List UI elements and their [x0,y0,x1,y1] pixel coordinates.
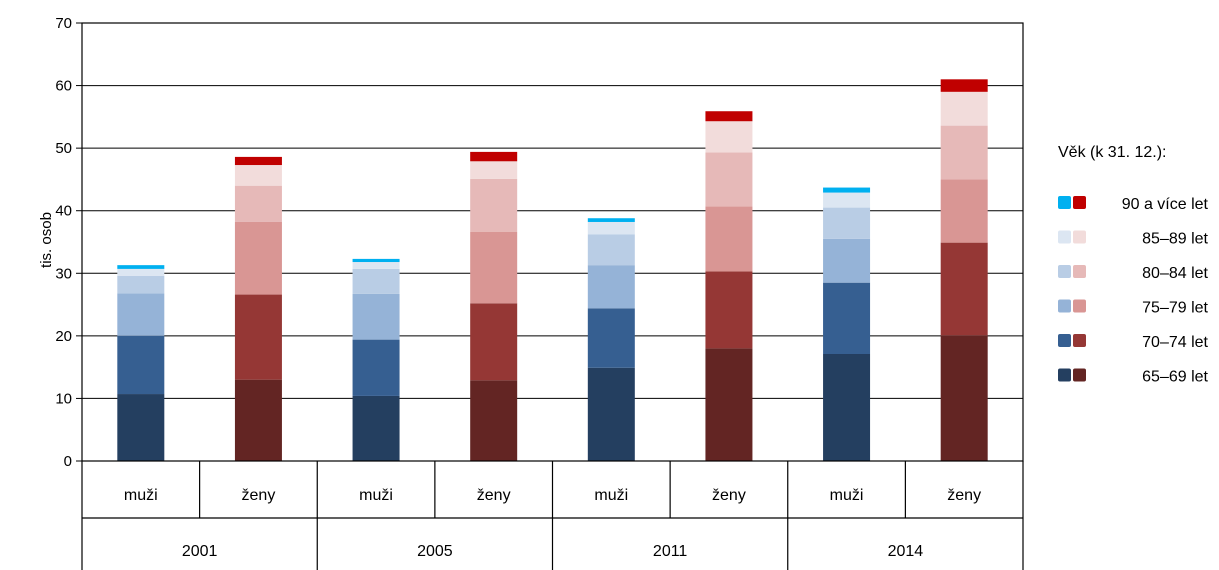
legend-swatch-muzi [1058,265,1071,278]
x-year-label: 2005 [417,543,453,560]
legend-swatch-zeny [1073,368,1086,382]
bar-segment-2005-muzi-5 [352,258,400,263]
legend-swatch-zeny [1073,299,1086,313]
bar-segment-2014-muzi-1 [823,282,871,355]
bar-segment-2014-muzi-2 [823,238,871,283]
bar-segment-2014-muzi-3 [823,207,871,239]
bar-segment-2011-muzi-4 [587,221,635,235]
bar-segment-2011-zeny-1 [705,271,753,349]
legend-swatch-muzi [1058,299,1071,313]
legend-label: 75–79 let [1142,300,1208,317]
bar-segment-2005-muzi-0 [352,395,400,461]
x-sex-label: muži [359,487,393,504]
x-sex-label: muži [124,487,158,504]
legend-swatch-zeny [1073,230,1086,244]
bar-segment-2005-zeny-5 [470,151,518,162]
legend-swatch-muzi [1058,368,1071,382]
y-tick-labels: 0 10 20 30 40 50 60 70 [55,15,72,470]
gridlines [82,22,1023,399]
x-year-label: 2011 [653,543,688,560]
bar-segment-2005-muzi-3 [352,268,400,294]
bar-segment-2014-zeny-1 [940,242,988,336]
legend: Věk (k 31. 12.): 90 a více let 85–89 let 8… [1058,144,1209,386]
bar-segment-2005-zeny-0 [470,380,518,461]
bar-segment-2014-muzi-4 [823,192,871,208]
x-sex-label: muži [830,487,864,504]
bar-segment-2011-muzi-1 [587,308,635,368]
bars [117,79,988,461]
y-tick-label: 70 [55,15,72,32]
bar-segment-2014-zeny-0 [940,335,988,461]
y-tick-label: 30 [55,265,72,282]
bar-segment-2001-muzi-4 [117,268,165,276]
axes [76,22,1024,570]
bar-segment-2011-zeny-4 [705,121,753,153]
legend-label: 90 a více let [1122,196,1209,213]
legend-swatch-muzi [1058,334,1071,347]
legend-label: 85–89 let [1142,231,1208,248]
bar-segment-2011-muzi-3 [587,234,635,266]
bar-segment-2005-zeny-3 [470,178,518,232]
x-category-labels: muži ženy 2001 muži ženy 2005 muži ženy 2011 muži… [124,487,981,560]
bar-segment-2005-muzi-1 [352,339,400,396]
bar-segment-2005-muzi-2 [352,293,400,340]
plot-frame [81,22,1024,462]
y-tick-label: 40 [55,203,72,220]
legend-swatch-muzi [1058,230,1071,244]
legend-label: 65–69 let [1142,369,1208,386]
legend-swatch-zeny [1073,334,1086,347]
bar-segment-2011-muzi-5 [587,218,635,222]
bar-segment-2001-zeny-0 [234,379,282,461]
x-year-label: 2001 [182,543,218,560]
bar-segment-2001-zeny-5 [234,156,282,166]
bar-segment-2014-zeny-4 [940,91,988,126]
bar-segment-2001-muzi-5 [117,265,165,269]
bar-segment-2001-zeny-2 [234,221,282,295]
bar-segment-2014-zeny-5 [940,79,988,92]
x-sex-label: ženy [947,487,981,504]
x-sex-label: ženy [712,487,746,504]
x-year-label: 2014 [888,543,924,560]
bar-segment-2005-zeny-1 [470,303,518,381]
bar-segment-2011-muzi-2 [587,265,635,309]
bar-segment-2014-muzi-5 [823,187,871,193]
bar-segment-2005-zeny-2 [470,231,518,304]
y-tick-label: 60 [55,78,72,95]
bar-segment-2011-zeny-5 [705,111,753,122]
bar-segment-2001-zeny-4 [234,165,282,186]
bar-segment-2011-zeny-3 [705,152,753,207]
y-tick-label: 0 [64,453,72,470]
bar-segment-2014-zeny-3 [940,125,988,180]
legend-label: 80–84 let [1142,265,1208,282]
bar-segment-2001-muzi-2 [117,293,165,336]
bar-segment-2011-zeny-2 [705,206,753,272]
y-tick-label: 10 [55,390,72,407]
legend-swatch-muzi [1058,196,1071,209]
bar-segment-2011-muzi-0 [587,367,635,461]
y-tick-label: 20 [55,328,72,345]
bar-segment-2001-muzi-3 [117,275,165,294]
x-sex-label: ženy [477,487,511,504]
bar-segment-2014-muzi-0 [823,354,871,461]
bar-segment-2014-zeny-2 [940,179,988,243]
legend-swatch-zeny [1073,196,1086,209]
bar-segment-2011-zeny-0 [705,348,753,461]
bar-segment-2005-zeny-4 [470,161,518,179]
bar-segment-2001-zeny-3 [234,185,282,222]
y-tick-label: 50 [55,140,72,157]
bar-segment-2005-muzi-4 [352,262,400,269]
y-axis-label: tis. osob [38,212,55,268]
legend-swatch-zeny [1073,265,1086,278]
bar-segment-2001-muzi-1 [117,335,165,395]
x-sex-label: ženy [242,487,276,504]
bar-segment-2001-muzi-0 [117,394,165,461]
legend-label: 70–74 let [1142,334,1208,351]
legend-title: Věk (k 31. 12.): [1058,144,1167,161]
x-sex-label: muži [594,487,628,504]
bar-segment-2001-zeny-1 [234,294,282,380]
